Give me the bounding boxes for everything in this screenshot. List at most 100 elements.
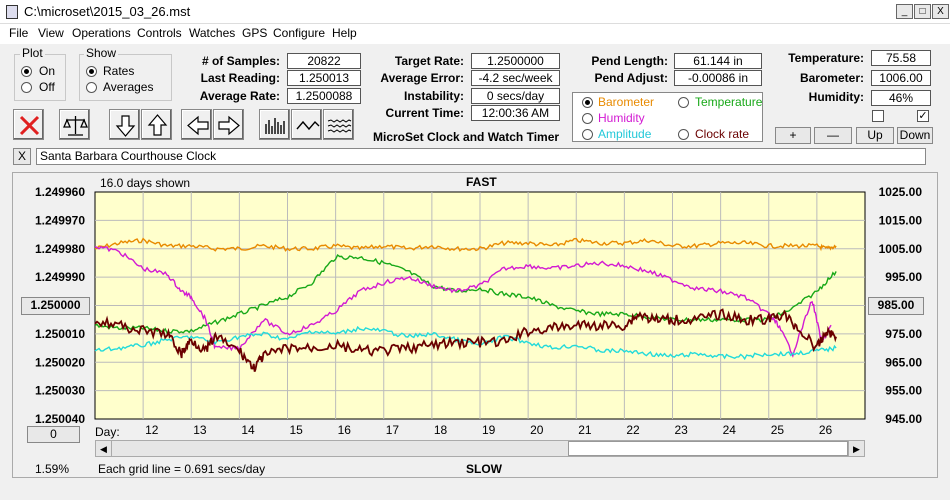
maximize-button[interactable]: □ [914,4,931,19]
current-time-value: 12:00:36 AM [471,105,560,121]
temperature-radio[interactable] [678,97,689,108]
arrow-left-button[interactable] [181,109,212,140]
right-tick-label: 1005.00 [879,242,923,256]
title-bar: C:\microset\2015_03_26.mst _ □ X [0,0,950,24]
average-rate-value: 1.2500088 [287,88,361,104]
left-tick-label: 1.250020 [35,355,85,369]
pend-adjust-label: Pend Adjust: [594,71,668,85]
aux-plot-selector [572,92,763,142]
instability-value: 0 secs/day [471,88,560,104]
left-tick-label: 1.249990 [35,270,85,284]
barometer-label: Barometer: [799,71,864,85]
arrow-up-icon [147,114,168,136]
clock-name-field[interactable]: Santa Barbara Courthouse Clock [36,148,926,165]
barometer-option-label: Barometer [598,95,655,109]
arrow-down-button[interactable] [109,109,140,140]
pend-adjust-value: -0.00086 in [674,70,762,86]
x-tick-label: 13 [193,423,207,437]
plot-on-label: On [39,64,56,78]
show-averages-label: Averages [103,80,154,94]
scroll-thumb[interactable] [568,441,848,456]
wave-button[interactable] [291,109,322,140]
center-rate-button[interactable]: 1.250000 [21,297,90,315]
arrow-right-icon [218,115,240,136]
up-button[interactable]: Up [856,127,894,144]
plot-on-radio[interactable] [21,66,32,77]
average-error-value: -4.2 sec/week [471,70,560,86]
barometer-value: 1006.00 [871,70,931,86]
clock-name-close-button[interactable]: X [13,148,31,165]
menu-file[interactable]: File [9,26,29,40]
instability-label: Instability: [403,89,464,103]
x-tick-label: 18 [434,423,448,437]
plot-group-title: Plot [20,46,45,60]
humidity-radio[interactable] [582,113,593,124]
histogram-icon [265,118,285,134]
days-shown-label: 16.0 days shown [100,176,191,190]
x-tick-label: 15 [290,423,304,437]
left-tick-label: 1.250040 [35,412,85,426]
down-button[interactable]: Down [897,127,933,144]
right-tick-label: 965.00 [885,355,922,369]
series-line-clock-rate [94,308,837,372]
menu-configure[interactable]: Configure [273,26,326,40]
balance-icon [63,116,88,136]
arrow-right-button[interactable] [213,109,244,140]
minus-button[interactable]: — [814,127,852,144]
chart-panel [12,172,938,478]
app-subtitle: MicroSet Clock and Watch Timer [373,130,560,144]
noise-button[interactable] [323,109,354,140]
show-group [79,54,172,101]
right-tick-label: 1015.00 [879,213,923,227]
average-error-label: Average Error: [380,71,464,85]
right-tick-label: 955.00 [885,384,922,398]
menu-controls[interactable]: Controls [137,26,182,40]
menu-gps[interactable]: GPS [242,26,268,40]
wave-icon [296,120,320,131]
right-tick-label: 975.00 [885,327,922,341]
temperature-value: 75.58 [871,50,931,66]
show-averages-radio[interactable] [86,82,97,93]
menu-operations[interactable]: Operations [72,26,131,40]
scroll-left-icon[interactable]: ◀ [95,440,112,457]
samples-label: # of Samples: [201,54,280,68]
right-tick-label: 945.00 [885,412,922,426]
zero-button[interactable]: 0 [27,426,80,443]
center-baro-button[interactable]: 985.00 [868,297,924,315]
menu-help[interactable]: Help [332,26,357,40]
samples-value: 20822 [287,53,361,69]
scroll-right-icon[interactable]: ▶ [848,440,865,457]
arrow-up-button[interactable] [141,109,172,140]
x-tick-label: 24 [723,423,737,437]
x-icon [19,115,40,136]
balance-button[interactable] [59,109,90,140]
percent-label: 1.59% [35,462,70,476]
barometer-radio[interactable] [582,97,593,108]
window-title: C:\microset\2015_03_26.mst [24,4,191,19]
clock-rate-radio[interactable] [678,129,689,140]
checkbox-1[interactable] [872,110,884,122]
amplitude-radio[interactable] [582,129,593,140]
x-tick-label: 21 [578,423,592,437]
minimize-button[interactable]: _ [896,4,913,19]
show-rates-radio[interactable] [86,66,97,77]
histogram-button[interactable] [259,109,290,140]
slow-label: SLOW [466,462,502,476]
last-reading-value: 1.250013 [287,70,361,86]
plot-off-radio[interactable] [21,82,32,93]
x-tick-label: 20 [530,423,544,437]
series-line-humidity [94,245,832,358]
left-tick-label: 1.250010 [35,327,85,341]
x-tick-label: 25 [771,423,785,437]
plot-off-label: Off [39,80,55,94]
left-tick-label: 1.249970 [35,213,85,227]
close-button[interactable]: X [932,4,949,19]
menu-view[interactable]: View [38,26,64,40]
plus-button[interactable]: + [775,127,811,144]
checkbox-2[interactable]: ✓ [917,110,929,122]
menu-watches[interactable]: Watches [189,26,236,40]
stop-button[interactable] [13,109,44,140]
arrow-left-icon [187,115,209,136]
humidity-option-label: Humidity [598,111,645,125]
